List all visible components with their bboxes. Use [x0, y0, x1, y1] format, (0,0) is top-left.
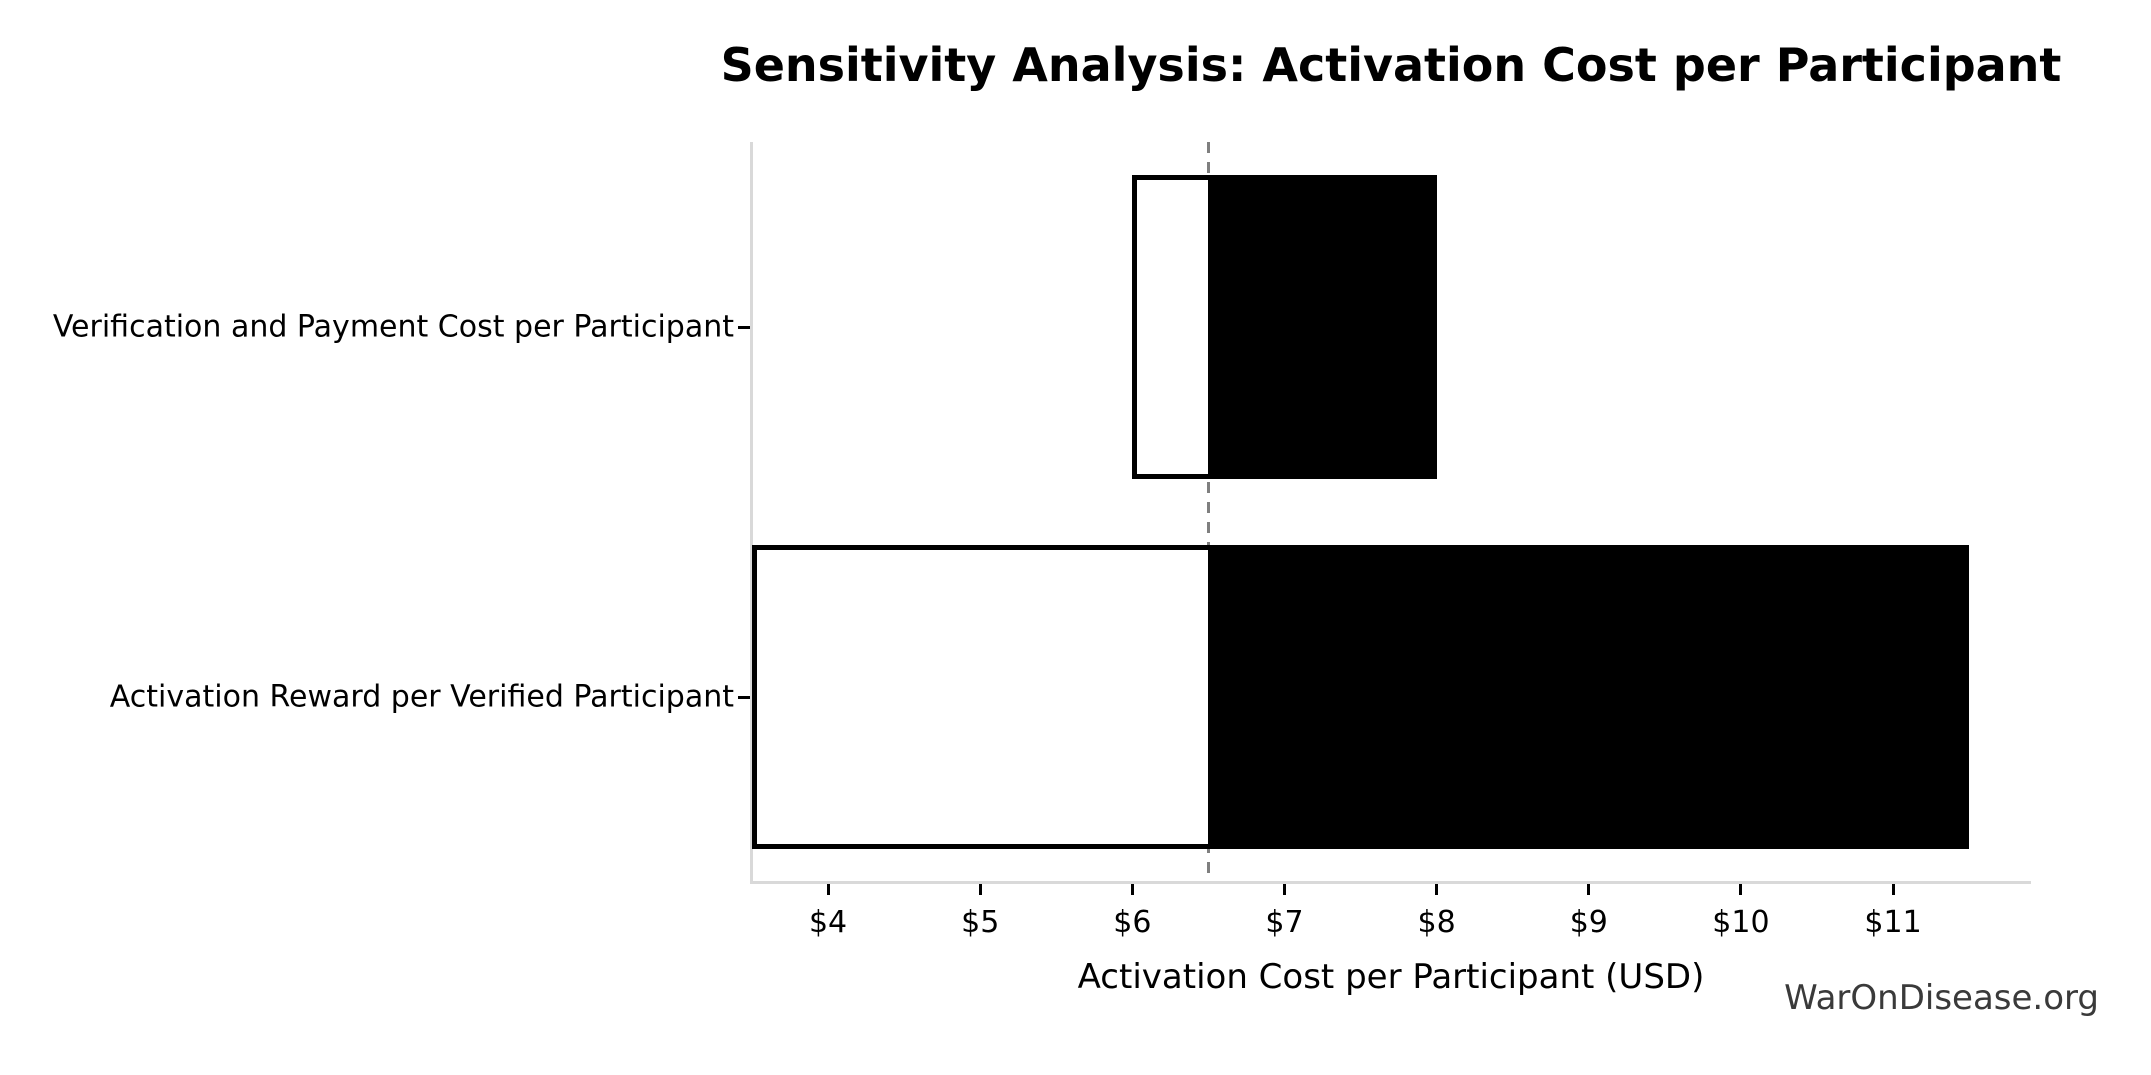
watermark-text: WarOnDisease.org: [1784, 978, 2099, 1018]
y-tick-mark-0: [738, 325, 750, 329]
x-tick-mark-6: [1739, 884, 1743, 895]
x-tick-mark-4: [1435, 884, 1439, 895]
x-tick-mark-7: [1891, 884, 1895, 895]
x-tick-label-3: $7: [1265, 905, 1304, 940]
x-tick-mark-0: [826, 884, 830, 895]
bar-above-baseline-fill-0: [1208, 180, 1432, 474]
chart-title: Sensitivity Analysis: Activation Cost pe…: [720, 38, 2062, 92]
x-tick-label-7: $11: [1864, 905, 1922, 940]
y-axis-spine: [750, 142, 753, 884]
x-tick-label-5: $9: [1569, 905, 1608, 940]
baseline-dashed-line: [1206, 142, 1210, 882]
y-tick-mark-1: [738, 695, 750, 699]
x-tick-label-0: $4: [808, 905, 848, 940]
x-tick-mark-5: [1587, 884, 1591, 895]
x-tick-label-2: $6: [1113, 905, 1152, 940]
x-tick-mark-2: [1130, 884, 1134, 895]
y-category-label-0: Verification and Payment Cost per Partic…: [52, 309, 734, 345]
x-tick-label-1: $5: [961, 905, 1000, 940]
x-tick-mark-3: [1283, 884, 1286, 895]
y-category-label-1: Activation Reward per Verified Participa…: [109, 679, 734, 715]
bar-above-baseline-fill-1: [1208, 550, 1965, 844]
x-tick-mark-1: [978, 884, 982, 895]
x-tick-label-4: $8: [1417, 905, 1456, 940]
x-axis-spine: [750, 881, 2031, 884]
x-axis-label: Activation Cost per Participant (USD): [1077, 957, 1705, 997]
x-tick-label-6: $10: [1712, 905, 1770, 940]
